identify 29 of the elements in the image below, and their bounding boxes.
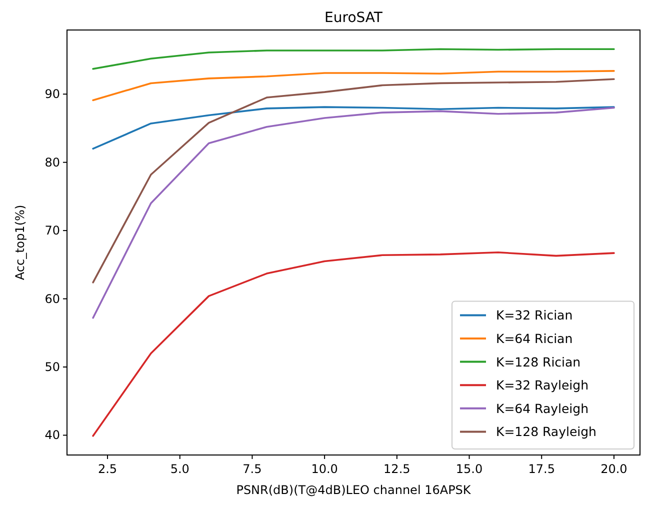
line-series [92, 70, 615, 102]
y-tick-label: 40 [44, 428, 60, 442]
legend-label: K=128 Rician [496, 354, 581, 370]
y-tick-label: 70 [44, 224, 60, 238]
x-tick-label: 2.5 [98, 462, 118, 476]
legend-label: K=32 Rician [496, 308, 573, 323]
legend-label: K=128 Rayleigh [496, 424, 596, 440]
legend-label: K=64 Rician [496, 331, 573, 346]
x-tick-label: 7.5 [242, 462, 262, 476]
legend-label: K=32 Rayleigh [496, 378, 589, 393]
y-axis-title: Acc_top1(%) [13, 204, 27, 280]
y-tick-label: 80 [44, 155, 60, 170]
line-series [92, 251, 615, 437]
chart-title: EuroSAT [324, 10, 383, 26]
y-tick-label: 60 [44, 292, 60, 306]
x-tick-label: 12.5 [384, 462, 410, 476]
line-series [92, 78, 615, 284]
x-tick-label: 10.0 [311, 462, 338, 476]
line-series [92, 48, 615, 70]
x-axis-title: PSNR(dB)(T@4dB)LEO channel 16APSK [236, 483, 472, 497]
x-tick-label: 17.5 [528, 462, 555, 476]
x-tick-label: 15.0 [456, 462, 483, 476]
x-tick-label: 20.0 [600, 462, 628, 476]
line-series [92, 106, 615, 150]
x-tick-label: 5.0 [170, 462, 190, 476]
y-tick-label: 50 [44, 360, 60, 374]
legend-label: K=64 Rayleigh [496, 400, 589, 416]
line-series [92, 106, 615, 319]
y-tick-label: 90 [44, 87, 60, 102]
